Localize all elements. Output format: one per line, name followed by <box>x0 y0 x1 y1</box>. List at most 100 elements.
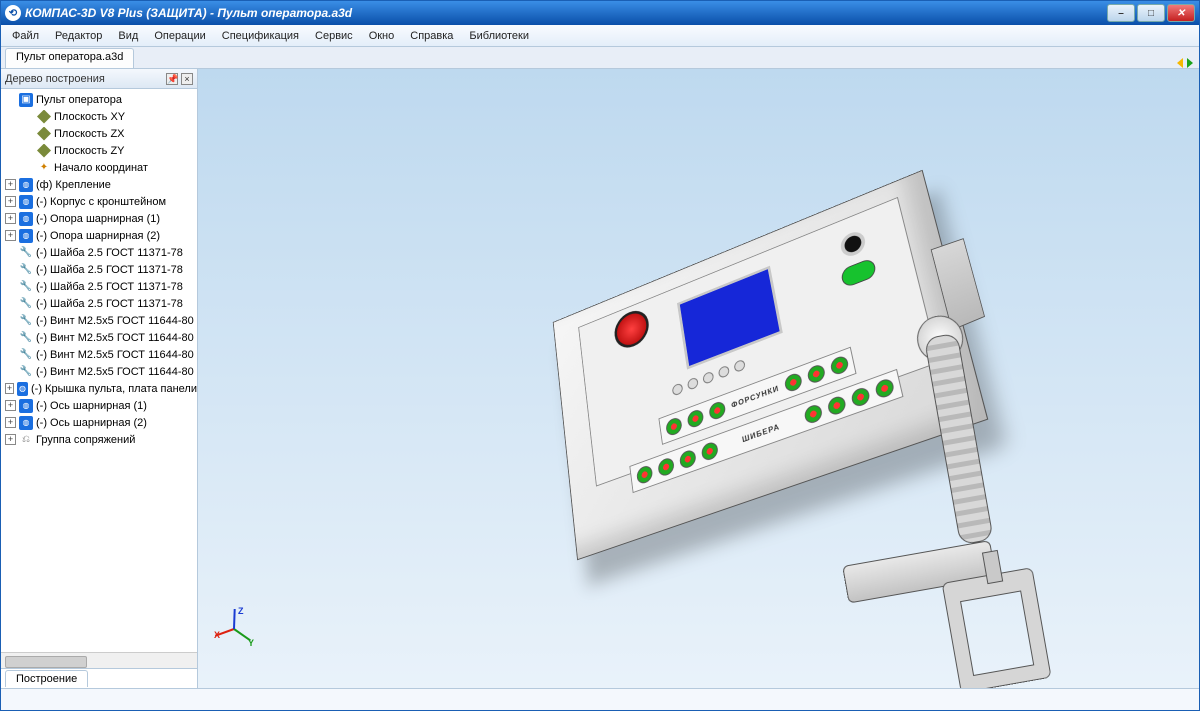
sidebar-scrollbar[interactable] <box>1 652 197 668</box>
menu-help[interactable]: Справка <box>403 28 460 44</box>
tree-root[interactable]: ▣Пульт оператора <box>1 91 197 108</box>
part-icon: ◍ <box>19 178 33 192</box>
tree-label: Группа сопряжений <box>36 434 135 446</box>
minimize-button[interactable]: – <box>1107 4 1135 22</box>
menu-file[interactable]: Файл <box>5 28 46 44</box>
menu-libraries[interactable]: Библиотеки <box>462 28 536 44</box>
tree-label: Плоскость ZX <box>54 128 125 140</box>
model-post <box>924 333 994 546</box>
tree-label: (-) Крышка пульта, плата панели <box>31 383 197 395</box>
tree-mates[interactable]: +⎌Группа сопряжений <box>1 431 197 448</box>
next-doc-icon[interactable] <box>1187 58 1193 68</box>
tree-part[interactable]: +◍(-) Крышка пульта, плата панели <box>1 380 197 397</box>
fastener-icon: 🔧 <box>19 365 33 379</box>
fastener-icon: 🔧 <box>19 331 33 345</box>
expand-icon[interactable]: + <box>5 434 16 445</box>
expand-icon[interactable]: + <box>5 383 14 394</box>
status-bar <box>1 688 1199 710</box>
axis-triad: X Y Z <box>214 608 258 652</box>
tree-fastener[interactable]: 🔧(-) Винт М2.5x5 ГОСТ 11644-80 <box>1 312 197 329</box>
fastener-icon: 🔧 <box>19 280 33 294</box>
sidebar-title-label: Дерево построения <box>5 73 105 85</box>
tree-plane[interactable]: Плоскость ZY <box>1 142 197 159</box>
tree-part[interactable]: +◍(-) Опора шарнирная (2) <box>1 227 197 244</box>
expand-icon[interactable]: + <box>5 196 16 207</box>
tree-label: (-) Винт М2.5x5 ГОСТ 11644-80 <box>36 366 194 378</box>
expand-icon[interactable]: + <box>5 213 16 224</box>
fastener-icon: 🔧 <box>19 246 33 260</box>
model-strip2-label: ШИБЕРА <box>741 422 780 444</box>
expand-icon[interactable]: + <box>5 417 16 428</box>
tree-fastener[interactable]: 🔧(-) Винт М2.5x5 ГОСТ 11644-80 <box>1 363 197 380</box>
sidebar-close-icon[interactable]: × <box>181 73 193 85</box>
tree-plane[interactable]: Плоскость ZX <box>1 125 197 142</box>
sidebar-tab-build[interactable]: Построение <box>5 670 88 687</box>
expand-icon[interactable]: + <box>5 400 16 411</box>
tree-label: (-) Винт М2.5x5 ГОСТ 11644-80 <box>36 315 194 327</box>
tree-label: (-) Шайба 2.5 ГОСТ 11371-78 <box>36 298 183 310</box>
mates-icon: ⎌ <box>19 433 33 447</box>
menu-specification[interactable]: Спецификация <box>215 28 306 44</box>
part-icon: ◍ <box>19 229 33 243</box>
app-icon: ⟲ <box>5 5 21 21</box>
axis-z-label: Z <box>238 606 244 616</box>
maximize-button[interactable]: □ <box>1137 4 1165 22</box>
window-title: КОМПАС-3D V8 Plus (ЗАЩИТА) - Пульт опера… <box>25 6 352 20</box>
plane-icon <box>37 144 51 158</box>
tree-fastener[interactable]: 🔧(-) Винт М2.5x5 ГОСТ 11644-80 <box>1 329 197 346</box>
tree-part[interactable]: +◍(ф) Крепление <box>1 176 197 193</box>
model-estop-button <box>612 306 650 354</box>
tree-label: (-) Опора шарнирная (1) <box>36 213 160 225</box>
tree-fastener[interactable]: 🔧(-) Шайба 2.5 ГОСТ 11371-78 <box>1 261 197 278</box>
menu-service[interactable]: Сервис <box>308 28 360 44</box>
axis-x-label: X <box>214 630 220 640</box>
tree-label: (ф) Крепление <box>36 179 111 191</box>
tree-fastener[interactable]: 🔧(-) Винт М2.5x5 ГОСТ 11644-80 <box>1 346 197 363</box>
tree-label: (-) Ось шарнирная (1) <box>36 400 147 412</box>
tree-label: (-) Шайба 2.5 ГОСТ 11371-78 <box>36 264 183 276</box>
fastener-icon: 🔧 <box>19 348 33 362</box>
tree-plane[interactable]: Плоскость XY <box>1 108 197 125</box>
menu-view[interactable]: Вид <box>111 28 145 44</box>
tree-label: Плоскость XY <box>54 111 125 123</box>
axis-y-label: Y <box>248 638 254 648</box>
pin-icon[interactable]: 📌 <box>166 73 178 85</box>
sidebar: Дерево построения 📌 × ▣Пульт оператора П… <box>1 69 198 688</box>
model-green-button <box>839 257 876 289</box>
close-button[interactable]: ✕ <box>1167 4 1195 22</box>
tree-part[interactable]: +◍(-) Корпус с кронштейном <box>1 193 197 210</box>
tree-part[interactable]: +◍(-) Ось шарнирная (2) <box>1 414 197 431</box>
tree-label: Начало координат <box>54 162 148 174</box>
fastener-icon: 🔧 <box>19 297 33 311</box>
model-tree[interactable]: ▣Пульт оператора Плоскость XY Плоскость … <box>1 89 197 652</box>
part-icon: ◍ <box>19 416 33 430</box>
sidebar-bottom-tabs: Построение <box>1 668 197 688</box>
model-mount <box>816 384 1060 685</box>
menu-window[interactable]: Окно <box>362 28 402 44</box>
fastener-icon: 🔧 <box>19 314 33 328</box>
tree-fastener[interactable]: 🔧(-) Шайба 2.5 ГОСТ 11371-78 <box>1 278 197 295</box>
model-knob <box>838 229 867 260</box>
tree-fastener[interactable]: 🔧(-) Шайба 2.5 ГОСТ 11371-78 <box>1 295 197 312</box>
menubar: Файл Редактор Вид Операции Спецификация … <box>1 25 1199 47</box>
expand-icon[interactable]: + <box>5 179 16 190</box>
model-display <box>677 266 783 370</box>
prev-doc-icon[interactable] <box>1177 58 1183 68</box>
model-clamp <box>943 568 1051 688</box>
titlebar[interactable]: ⟲ КОМПАС-3D V8 Plus (ЗАЩИТА) - Пульт опе… <box>1 1 1199 25</box>
tree-origin[interactable]: ✦Начало координат <box>1 159 197 176</box>
assembly-icon: ▣ <box>19 93 33 107</box>
tree-fastener[interactable]: 🔧(-) Шайба 2.5 ГОСТ 11371-78 <box>1 244 197 261</box>
menu-editor[interactable]: Редактор <box>48 28 109 44</box>
tree-part[interactable]: +◍(-) Ось шарнирная (1) <box>1 397 197 414</box>
origin-icon: ✦ <box>37 161 51 175</box>
tree-part[interactable]: +◍(-) Опора шарнирная (1) <box>1 210 197 227</box>
tree-label: Плоскость ZY <box>54 145 125 157</box>
part-icon: ◍ <box>17 382 28 396</box>
expand-icon[interactable]: + <box>5 230 16 241</box>
menu-operations[interactable]: Операции <box>147 28 212 44</box>
fastener-icon: 🔧 <box>19 263 33 277</box>
doc-tab-active[interactable]: Пульт оператора.a3d <box>5 48 134 68</box>
3d-viewport[interactable]: ФОРСУНКИ ШИБЕРА <box>198 69 1199 688</box>
tree-label: (-) Ось шарнирная (2) <box>36 417 147 429</box>
